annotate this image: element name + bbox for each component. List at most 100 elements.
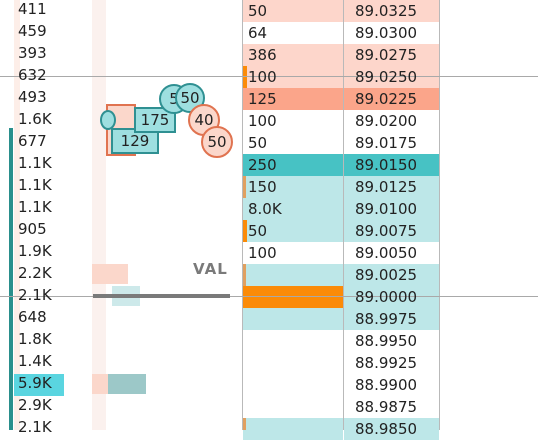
bubble-sq-175: 175 [134, 107, 176, 133]
price-bg-row-4 [344, 88, 439, 110]
volume-hilite-cyan [14, 374, 64, 396]
volume-cell: 1.6K [18, 110, 52, 128]
price-cell[interactable]: 89.0000 [355, 288, 418, 306]
price-bg-row-10 [344, 220, 439, 242]
price-cell[interactable]: 89.0075 [355, 222, 418, 240]
volume-cell: 1.1K [18, 198, 52, 216]
volume-cell: 1.4K [18, 352, 52, 370]
price-bg-row-8 [344, 176, 439, 198]
volume-cell: 411 [18, 0, 47, 18]
volume-cell: 393 [18, 44, 47, 62]
bid-column: 50 64 386 100 125 100 50 250 150 8.0K 50… [248, 0, 342, 264]
price-cell[interactable]: 89.0150 [355, 156, 418, 174]
bid-cell[interactable]: 50 [248, 134, 268, 152]
val-line [93, 294, 230, 298]
bid-bg-row-14 [243, 308, 343, 330]
volume-cell: 1.1K [18, 154, 52, 172]
bid-marker-row-19 [243, 418, 246, 430]
bid-bg-row-12 [243, 264, 343, 286]
volume-cell: 1.1K [18, 176, 52, 194]
volume-tint-strip [14, 0, 20, 430]
volume-cell: 2.1K [18, 418, 52, 436]
volume-cell: 459 [18, 22, 47, 40]
volume-cell: 5.9K [18, 374, 52, 392]
bid-marker-row-12 [243, 264, 246, 286]
bid-bg-row-19 [243, 418, 343, 440]
profile-strip [92, 0, 106, 430]
bubble-teal-edge [100, 110, 116, 130]
price-cell[interactable]: 88.9850 [355, 420, 418, 438]
price-cell[interactable]: 89.0200 [355, 112, 418, 130]
price-bg-row-7 [344, 154, 439, 176]
volume-cell: 1.8K [18, 330, 52, 348]
price-cell[interactable]: 89.0325 [355, 2, 418, 20]
crosshair-line-upper [0, 76, 538, 77]
divider-chart-bid [242, 0, 243, 430]
volume-cell: 632 [18, 66, 47, 84]
bid-cell[interactable]: 150 [248, 178, 277, 196]
crosshair-line-lower [0, 296, 538, 297]
price-cell[interactable]: 89.0225 [355, 90, 418, 108]
bid-bg-row-4 [243, 88, 343, 110]
bid-cell[interactable]: 64 [248, 24, 268, 42]
volume-cell: 2.9K [18, 396, 52, 414]
profile-bar-ask-2 [108, 374, 146, 394]
profile-bar-bid-2 [92, 374, 108, 394]
volume-cell: 493 [18, 88, 47, 106]
price-cell[interactable]: 89.0300 [355, 24, 418, 42]
bid-cell[interactable]: 100 [248, 244, 277, 262]
divider-price-right [439, 0, 440, 430]
bid-bg-row-3 [243, 66, 343, 88]
bid-cell[interactable]: 100 [248, 68, 277, 86]
bid-cell[interactable]: 386 [248, 46, 277, 64]
bid-bg-row-7 [243, 154, 343, 176]
volume-cell: 648 [18, 308, 47, 326]
bid-cell[interactable]: 50 [248, 2, 268, 20]
price-cell[interactable]: 89.0275 [355, 46, 418, 64]
price-cell[interactable]: 88.9925 [355, 354, 418, 372]
volume-cell: 2.1K [18, 286, 52, 304]
bid-marker-row-3 [243, 66, 247, 88]
bid-bg-row-0 [243, 0, 343, 22]
bid-cell[interactable]: 100 [248, 112, 277, 130]
profile-bar-bid-1 [92, 264, 128, 284]
price-cell[interactable]: 89.0175 [355, 134, 418, 152]
volume-cell: 905 [18, 220, 47, 238]
price-bg-row-0 [344, 0, 439, 22]
volume-column: 411 459 393 632 493 1.6K 677 1.1K 1.1K 1… [18, 0, 88, 438]
bid-cell[interactable]: 8.0K [248, 200, 282, 218]
price-cell[interactable]: 88.9950 [355, 332, 418, 350]
bid-cell[interactable]: 250 [248, 156, 277, 174]
price-column: 89.0325 89.0300 89.0275 89.0250 89.0225 … [355, 0, 439, 440]
price-bg-row-14 [344, 308, 439, 330]
price-cell[interactable]: 89.0125 [355, 178, 418, 196]
price-bg-row-12 [344, 264, 439, 286]
volume-bar-teal [9, 128, 13, 430]
bid-bg-row-2 [243, 44, 343, 66]
price-cell[interactable]: 89.0100 [355, 200, 418, 218]
bid-marker-row-10 [243, 220, 247, 242]
price-cell[interactable]: 89.0025 [355, 266, 418, 284]
bid-bg-row-13 [243, 286, 343, 308]
bid-bg-row-9 [243, 198, 343, 220]
val-label: VAL [193, 260, 228, 278]
bid-marker-row-8 [243, 176, 246, 198]
price-bg-row-13 [344, 286, 439, 308]
price-cell[interactable]: 89.0050 [355, 244, 418, 262]
price-cell[interactable]: 88.9900 [355, 376, 418, 394]
bid-bg-row-10 [243, 220, 343, 242]
bubble-teal-50: 50 [175, 83, 205, 113]
price-cell[interactable]: 88.9975 [355, 310, 418, 328]
bid-cell[interactable]: 50 [248, 222, 268, 240]
price-cell[interactable]: 89.0250 [355, 68, 418, 86]
price-bg-row-3 [344, 66, 439, 88]
bid-cell[interactable]: 125 [248, 90, 277, 108]
volume-cell: 1.9K [18, 242, 52, 260]
bubble-orange-40: 40 [188, 104, 220, 136]
divider-bid-price [343, 0, 344, 430]
price-bg-row-9 [344, 198, 439, 220]
price-bg-row-2 [344, 44, 439, 66]
volume-cell: 2.2K [18, 264, 52, 282]
bid-bg-row-8 [243, 176, 343, 198]
price-cell[interactable]: 88.9875 [355, 398, 418, 416]
